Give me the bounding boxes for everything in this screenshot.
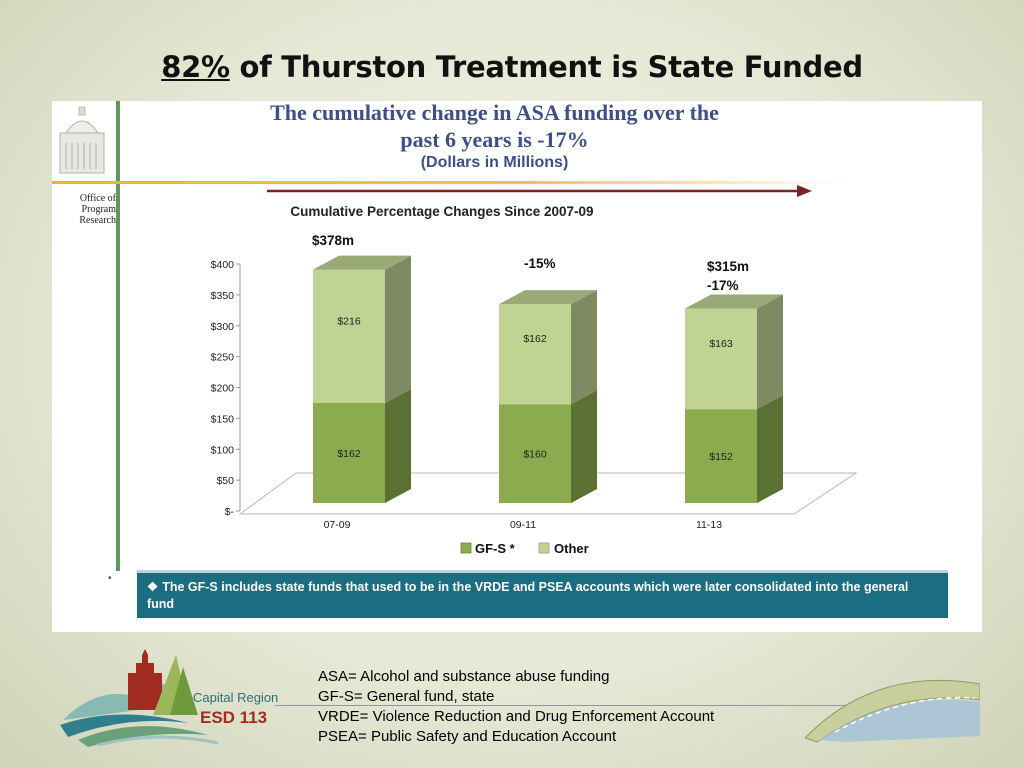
chart-title: Cumulative Percentage Changes Since 2007… bbox=[290, 204, 593, 219]
bar-annotation: $315m bbox=[707, 259, 749, 274]
bar-side-other bbox=[571, 290, 597, 405]
legend-label-other: Other bbox=[554, 541, 589, 556]
heading-line-1: The cumulative change in ASA funding ove… bbox=[270, 100, 719, 125]
esd-logo: Capital Region ESD 113 bbox=[60, 649, 278, 747]
bar-segment-other bbox=[685, 308, 757, 410]
definition-item: PSEA= Public Safety and Education Accoun… bbox=[318, 728, 617, 745]
bar-segment-other bbox=[499, 304, 571, 405]
data-label-other: $163 bbox=[709, 338, 733, 350]
office-label-line: Program bbox=[81, 204, 116, 215]
bar-annotation: -17% bbox=[707, 278, 739, 293]
logo-line-2: ESD 113 bbox=[200, 708, 267, 727]
bar-segment-gfs bbox=[313, 402, 385, 503]
bar-segment-gfs bbox=[685, 409, 757, 503]
arrow-head-icon bbox=[797, 185, 812, 197]
bar-top bbox=[499, 290, 597, 305]
bar-top bbox=[685, 294, 783, 309]
chart-heading: The cumulative change in ASA funding ove… bbox=[152, 99, 837, 153]
chart-subheading: (Dollars in Millions) bbox=[420, 154, 569, 171]
y-tick-label: $50 bbox=[216, 475, 234, 487]
x-tick-label: 09-11 bbox=[510, 519, 536, 531]
horizontal-divider bbox=[52, 181, 852, 184]
title-highlight: 82% bbox=[161, 50, 230, 84]
office-label-line: Office of bbox=[79, 193, 116, 204]
y-tick-label: $- bbox=[225, 506, 235, 518]
vertical-divider bbox=[116, 101, 120, 571]
capitol-building-icon bbox=[59, 106, 105, 174]
chart-panel: Office of Program Research The cumulativ… bbox=[52, 99, 982, 632]
y-tick-label: $150 bbox=[211, 413, 235, 425]
x-tick-label: 11-13 bbox=[696, 519, 722, 531]
heading-line-2: past 6 years is -17% bbox=[400, 127, 589, 152]
legend-swatch-other bbox=[538, 542, 550, 554]
data-label-other: $162 bbox=[523, 333, 547, 345]
bar-side-gfs bbox=[757, 395, 783, 503]
legend-label-gfs: GF-S * bbox=[475, 541, 516, 556]
y-tick-label: $350 bbox=[211, 290, 235, 302]
bar-side-other bbox=[385, 255, 411, 403]
office-label: Office of Program Research bbox=[56, 193, 116, 226]
bar-side-other bbox=[757, 294, 783, 410]
y-tick-label: $400 bbox=[211, 259, 235, 271]
definition-item: ASA= Alcohol and substance abuse funding bbox=[318, 668, 610, 685]
logo-line-1: Capital Region bbox=[193, 690, 278, 705]
data-label-gfs: $152 bbox=[709, 451, 733, 463]
footnote-box: ❖ The GF-S includes state funds that used… bbox=[137, 570, 948, 618]
y-tick-label: $300 bbox=[211, 321, 235, 333]
bar-side-gfs bbox=[571, 390, 597, 503]
diamond-bullet-icon: ❖ bbox=[147, 580, 159, 594]
y-tick-label: $100 bbox=[211, 444, 235, 456]
data-label-gfs: $162 bbox=[337, 448, 361, 460]
office-label-line: Research bbox=[79, 215, 116, 226]
side-bullet: • bbox=[108, 573, 112, 584]
title-text: of Thurston Treatment is State Funded bbox=[229, 50, 864, 84]
bar-side-gfs bbox=[385, 388, 411, 503]
slide-title: 82% of Thurston Treatment is State Funde… bbox=[0, 50, 1024, 84]
stacked-bar-chart: Cumulative Percentage Changes Since 2007… bbox=[211, 185, 858, 556]
footnote-text: The GF-S includes state funds that used … bbox=[147, 580, 909, 611]
definition-item: VRDE= Violence Reduction and Drug Enforc… bbox=[318, 708, 715, 725]
data-label-other: $216 bbox=[337, 315, 361, 327]
bridge-graphic bbox=[805, 679, 980, 743]
x-tick-label: 07-09 bbox=[324, 519, 351, 531]
data-label-gfs: $160 bbox=[523, 449, 547, 461]
bottom-divider bbox=[275, 705, 845, 706]
bar-segment-other bbox=[313, 269, 385, 403]
y-tick-label: $250 bbox=[211, 352, 235, 364]
y-tick-label: $200 bbox=[211, 383, 235, 395]
bar-segment-gfs bbox=[499, 404, 571, 503]
legend-swatch-gfs bbox=[460, 542, 472, 554]
bar-annotation: -15% bbox=[524, 256, 556, 271]
bar-top bbox=[313, 255, 411, 270]
bar-annotation: $378m bbox=[312, 233, 354, 248]
definitions-list: ASA= Alcohol and substance abuse funding… bbox=[318, 667, 714, 747]
definition-item: GF-S= General fund, state bbox=[318, 688, 495, 705]
